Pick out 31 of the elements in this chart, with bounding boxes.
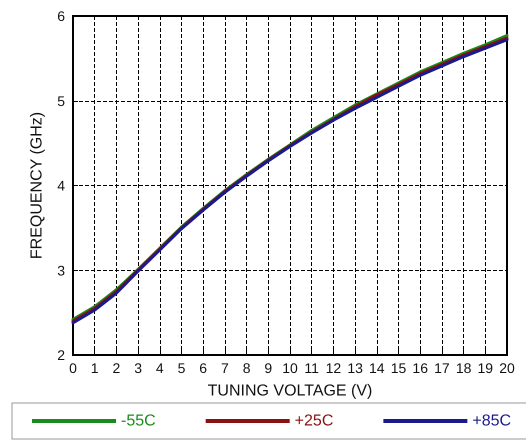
y-tick-label: 5 — [57, 92, 66, 109]
x-tick-label: 10 — [282, 360, 298, 376]
x-tick-label: 9 — [264, 360, 272, 376]
x-tick-label: 18 — [456, 360, 472, 376]
y-tick-label: 3 — [57, 262, 66, 278]
x-tick-label: 13 — [347, 360, 364, 376]
text: +85C — [472, 412, 512, 430]
x-tick-label: 11 — [304, 360, 320, 376]
text: +25C — [294, 412, 334, 430]
x-tick-label: 7 — [221, 360, 229, 376]
x-tick-label: 12 — [326, 360, 342, 376]
x-tick-label: 16 — [412, 360, 428, 376]
x-tick-label: 19 — [478, 360, 494, 376]
x-tick-label: 2 — [112, 360, 120, 376]
x-tick-label: 4 — [156, 360, 164, 376]
x-tick-label: 20 — [499, 360, 515, 376]
y-tick-label: 4 — [57, 178, 66, 194]
x-tick-label: 8 — [242, 360, 251, 376]
x-tick-label: 15 — [390, 360, 406, 376]
y-tick-label: 6 — [57, 8, 66, 24]
x-tick-label: 1 — [90, 360, 99, 376]
y-tick-label: 2 — [57, 347, 66, 363]
x-tick-label: 14 — [369, 360, 385, 376]
x-axis-title: TUNING VOLTAGE (V) — [208, 382, 372, 400]
x-tick-label: 0 — [69, 360, 78, 376]
y-axis-title: FREQUENCY (GHz) — [28, 112, 46, 260]
x-tick-label: 17 — [434, 360, 450, 376]
x-tick-label: 6 — [199, 360, 208, 376]
text: -55C — [121, 412, 156, 430]
x-tick-label: 5 — [178, 360, 186, 376]
x-tick-label: 3 — [134, 360, 142, 376]
